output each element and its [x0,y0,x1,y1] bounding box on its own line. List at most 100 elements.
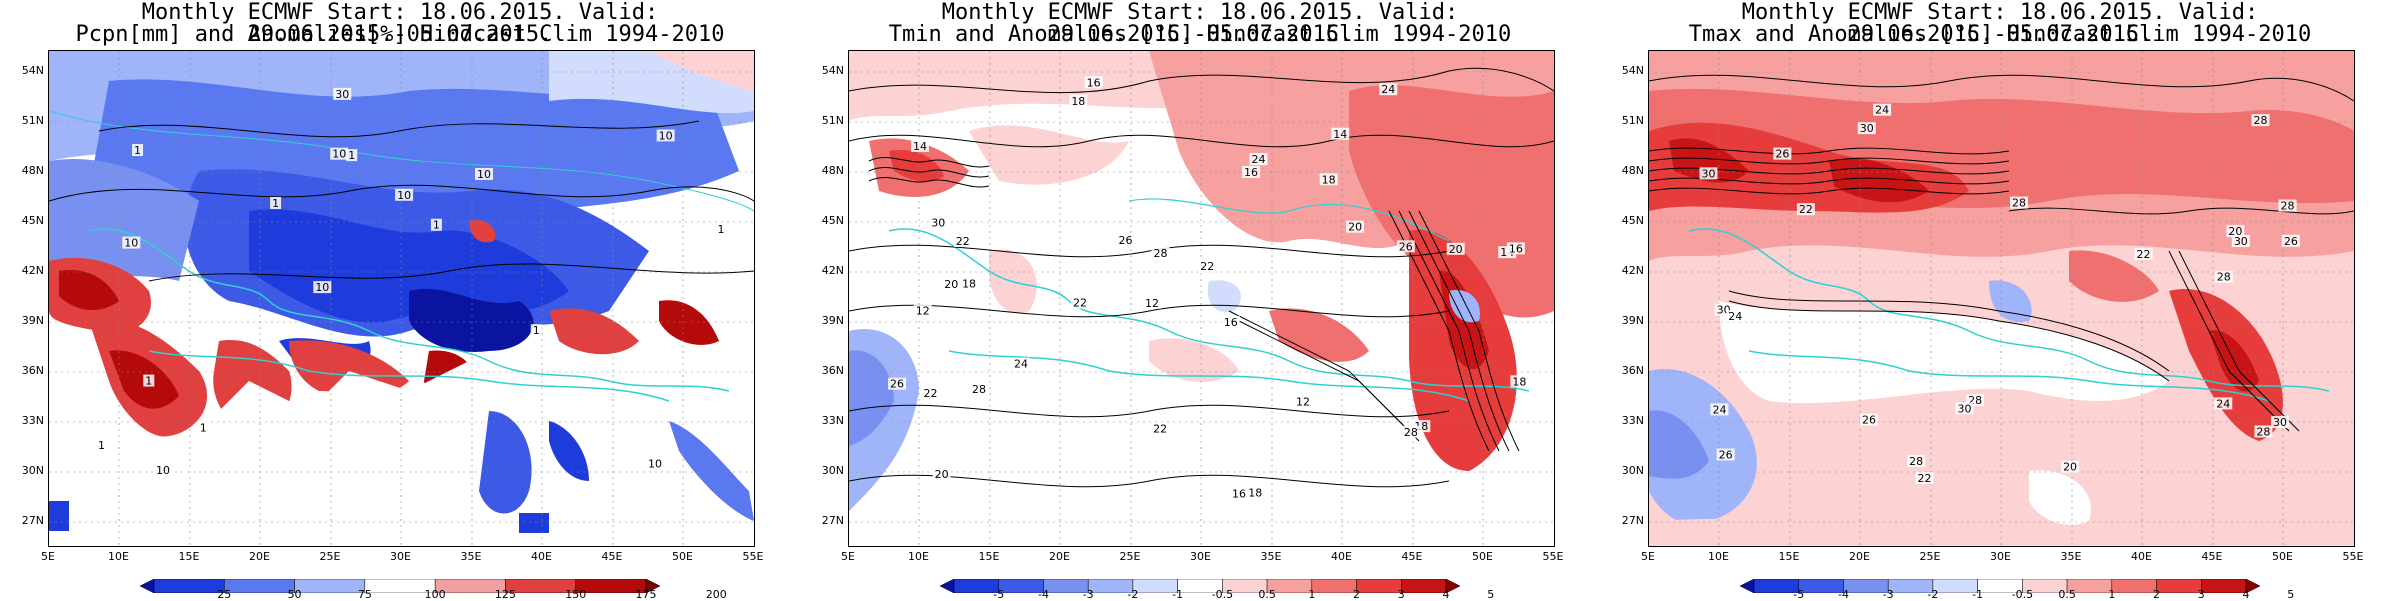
colorbar-tick-label: 200 [705,588,727,601]
contour-label-bg [1716,448,1735,461]
lat-label: 39N [21,314,44,327]
contour-label: 30 [335,88,349,101]
lat-label: 51N [821,114,844,127]
colorbar-tick-label: -2 [1927,588,1939,601]
lon-label: 5E [41,550,55,563]
lat-label: 42N [21,264,44,277]
contour-label-bg [1221,315,1240,328]
contour-label: 26 [1399,240,1413,253]
contour-label-bg [1242,165,1261,178]
contour-label: 22 [1200,260,1214,273]
lat-label: 27N [821,514,844,527]
colorbar-tick-label: 1 [1308,588,1316,601]
contour-label-bg [1070,296,1089,309]
lon-label: 55E [742,550,764,563]
contour-label-bg [1151,246,1170,259]
colorbar-tick-label: 50 [287,588,302,601]
contour-label: 10 [397,189,411,202]
lon-label: 25E [1119,550,1141,563]
contour-label: 1 [134,144,141,157]
contour-label-bg [430,218,442,231]
lat-label: 45N [821,214,844,227]
lon-label: 30E [1190,550,1211,563]
colorbar-min-triangle [939,578,955,594]
contour-label-bg [913,304,932,317]
contour-label-bg [2214,270,2233,283]
contour-label: 26 [890,378,904,391]
colorbar-tick-label: 150 [565,588,587,601]
contour-label: 14 [913,140,927,153]
contour-label-bg [646,457,665,470]
colorbar-tick-label: 3 [2197,588,2205,601]
contour-label: 24 [1014,358,1028,371]
contour-label-bg [2134,248,2153,261]
colorbar-tick-label: 1 [2108,588,2116,601]
contour-label: 16 [1244,166,1258,179]
contour-label: 30 [1860,122,1874,135]
colorbar-tick-label: 25 [217,588,232,601]
lat-label: 45N [21,214,44,227]
lon-label: 45E [601,550,623,563]
lat-label: 36N [1621,364,1644,377]
contour-label-bg [1510,375,1529,388]
contour-label: 30 [1958,402,1972,415]
colorbar-tick-label: 125 [494,588,516,601]
contour-label-bg [1294,395,1313,408]
colorbar-tick-label: 4 [2242,588,2250,601]
colorbar-tick-label: 5 [2287,588,2295,601]
contour-label: 16 [1224,316,1238,329]
colorbar-tick-label: -3 [1082,588,1094,601]
colorbar-tick-label: -5 [993,588,1005,601]
contour-label-bg [95,439,107,452]
lat-label: 30N [821,464,844,477]
contour-label-bg [270,197,282,210]
contour-label-bg [2226,225,2245,238]
lat-label: 30N [21,464,44,477]
colorbar [939,578,1461,594]
contour-label: 24 [2216,397,2230,410]
panel-subtitle: Tmax and Anomalies [°C] Hindcast Clim 19… [1688,22,2312,47]
contour-label-bg [1198,260,1217,273]
contour-label-bg [474,167,493,180]
contour-label-bg [2061,460,2080,473]
lon-label: 10E [1708,550,1729,563]
contour-label-bg [1857,122,1876,135]
contour-label-bg [1069,94,1088,107]
contour-label: 26 [1119,234,1133,247]
contour-label: 12 [916,305,930,318]
contour-label: 30 [1702,167,1716,180]
contour-label-bg [154,463,173,476]
contour-label-bg [1379,83,1398,96]
contour-label-bg [132,144,144,157]
colorbar-tick-label: -2 [1127,588,1139,601]
lat-label: 36N [21,364,44,377]
colorbar-min-triangle [1739,578,1755,594]
panel-subtitle: Tmin and Anomalies [°C] Hindcast Clim 19… [888,22,1512,47]
panel-precipitation: Monthly ECMWF Start: 18.06.2015. Valid: … [0,0,800,601]
contour-label: 18 [962,277,976,290]
contour-label-bg [1506,242,1525,255]
contour-label: 10 [124,237,138,250]
contour-label: 22 [2137,248,2151,261]
contour-label-bg [1143,296,1162,309]
contour-label-bg [929,216,948,229]
lat-label: 51N [1621,114,1644,127]
contour-label: 18 [1512,375,1526,388]
contour-label-bg [969,383,988,396]
contour-label: 10 [648,457,662,470]
colorbar-tick-label: 3 [1397,588,1405,601]
contour-label: 22 [1073,297,1087,310]
lon-label: 45E [1401,550,1423,563]
contour-label: 28 [1153,247,1167,260]
map-area: 10 10 10 10 10 10 10 10 1 1 1 1 1 1 1 1 30 1 [48,50,755,547]
contour-label-bg [1151,422,1170,435]
lon-label: 45E [2201,550,2223,563]
contour-label: 20 [2228,225,2242,238]
lon-label: 15E [178,550,200,563]
colorbar-tick-label: -3 [1882,588,1894,601]
contour-label-bg [2009,196,2028,209]
contour-label: 16 [1232,488,1246,501]
contour-label: 24 [1251,153,1265,166]
lon-label: 40E [531,550,552,563]
panel-title: Monthly ECMWF Start: 18.06.2015. Valid: … [1741,0,2259,47]
